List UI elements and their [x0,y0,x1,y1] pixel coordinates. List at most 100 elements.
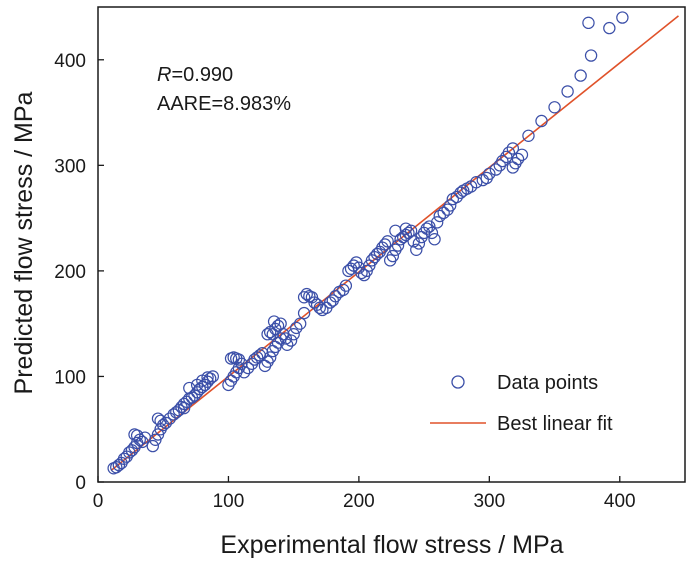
data-point [313,301,326,315]
data-point [437,206,450,220]
legend-data-points-label: Data points [497,372,598,394]
data-point [258,359,272,373]
data-point [511,152,525,166]
y-tick-label: 200 [54,262,86,283]
x-axis: 0 100 200 300 400 [93,476,636,512]
data-point [535,114,548,128]
data-point [263,351,277,364]
data-point [271,319,285,332]
data-point [502,146,516,159]
data-point [279,332,293,345]
data-point [515,148,529,161]
data-point [293,317,307,330]
data-point [269,340,282,354]
data-point [297,291,311,304]
data-point [280,338,294,351]
data-point [183,381,196,395]
data-point [383,254,397,267]
data-point [222,378,235,392]
data-point [450,190,463,204]
data-point [206,370,219,383]
data-point [266,344,279,358]
data-point [329,290,342,303]
x-tick-label: 300 [473,491,505,512]
data-point [548,101,561,114]
data-point [423,220,436,233]
data-point [290,321,303,335]
data-point [410,243,423,256]
data-point [241,361,255,375]
data-point [337,283,350,297]
data-point [381,235,394,248]
aare-annotation: AARE=8.983% [157,93,291,115]
data-point [489,163,503,176]
data-point [355,266,368,280]
data-point [159,416,173,430]
data-point [378,238,392,251]
data-point [574,69,587,82]
x-tick-label: 0 [93,491,104,512]
data-point [603,21,616,35]
data-point [506,161,520,174]
data-point [389,243,402,256]
data-point [177,401,191,415]
data-point [522,129,535,142]
data-point [407,235,420,248]
r-annotation: R=0.990 [157,64,233,86]
data-point [297,306,311,320]
legend-fit-label: Best linear fit [497,413,613,435]
r-value: =0.990 [171,64,233,86]
data-point [483,167,496,180]
data-point [287,328,300,341]
best-linear-fit-line [110,15,679,472]
data-point [616,11,629,24]
data-point [347,259,360,272]
y-tick-label: 100 [54,367,86,388]
data-point [130,429,144,442]
data-point [506,142,520,155]
plot-frame [97,6,686,483]
data-point [454,186,467,199]
data-point [480,171,493,185]
data-point [146,439,159,453]
data-point [496,154,509,168]
x-axis-title: Experimental flow stress / MPa [220,531,563,559]
x-tick-label: 100 [213,491,245,512]
data-point [561,85,574,98]
data-point [277,328,290,341]
data-point [470,176,483,189]
data-point [444,199,457,212]
data-point [425,226,439,240]
data-point [261,355,274,368]
data-point [154,414,167,427]
y-tick-label: 300 [54,156,86,177]
data-point [582,16,595,30]
y-axis-title: Predicted flow stress / MPa [10,91,38,394]
legend-data-points-marker [451,375,465,389]
data-point [232,353,246,366]
legend: Data points Best linear fit [430,372,613,435]
data-point [433,209,446,223]
data-point [201,371,214,384]
data-points-series [107,11,629,475]
data-point [391,239,405,252]
data-point [339,279,353,292]
data-point [412,237,426,250]
r-symbol: R [157,64,171,86]
x-tick-label: 200 [343,491,375,512]
data-point [274,317,287,330]
y-tick-label: 0 [75,473,86,494]
y-tick-label: 400 [54,51,86,72]
data-point [224,374,238,387]
data-point [284,334,298,347]
data-point [430,216,444,229]
data-point [389,224,402,237]
data-point [267,315,281,328]
data-point [237,366,251,379]
y-axis: 0 100 200 300 400 [54,51,104,494]
data-point [163,412,176,425]
data-point [386,249,400,263]
x-tick-label: 400 [604,491,636,512]
data-point [428,233,441,246]
